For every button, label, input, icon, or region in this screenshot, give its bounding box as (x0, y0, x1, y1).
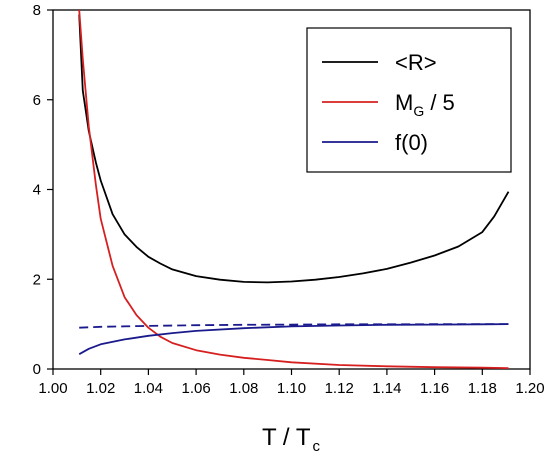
legend-label-1: MG / 5 (395, 90, 455, 119)
series-line-0 (78, 14, 510, 284)
x-tick-label: 1.08 (229, 380, 258, 397)
x-axis-title-main: T / T (262, 424, 311, 451)
y-axis: 0 2 4 6 8 (33, 2, 53, 378)
legend-label-main: M (395, 90, 413, 115)
x-tick-label: 1.20 (515, 380, 544, 397)
legend-box (306, 27, 512, 173)
x-axis: 1.00 1.02 1.04 1.06 1.08 1.10 1.12 1.14 1.16 1.18… (38, 369, 545, 397)
legend-label-2: f(0) (395, 130, 428, 155)
legend-label-0: <R> (395, 50, 437, 75)
y-tick-label: 4 (33, 182, 41, 199)
x-axis-title-sub: c (312, 438, 320, 455)
series-layer (78, 9, 510, 369)
x-tick-label: 1.04 (134, 380, 163, 397)
y-tick-label: 0 (33, 361, 41, 378)
x-tick-label: 1.16 (420, 380, 449, 397)
series-line-2 (78, 323, 509, 355)
y-tick-label: 6 (33, 92, 41, 109)
legend-entries: <R> MG / 5 f(0) (322, 50, 455, 155)
x-tick-label: 1.12 (325, 380, 354, 397)
x-tick-label: 1.14 (372, 380, 401, 397)
x-tick-label: 1.10 (277, 380, 306, 397)
series-line-3 (79, 323, 509, 329)
y-tick-label: 2 (33, 271, 41, 288)
x-tick-label: 1.00 (38, 380, 67, 397)
series-line-1 (78, 9, 509, 369)
x-tick-label: 1.06 (181, 380, 210, 397)
y-tick-label: 8 (33, 2, 41, 19)
legend-label-tail: / 5 (424, 90, 455, 115)
legend-label-main: f(0) (395, 130, 428, 155)
legend-label-sub: G (413, 103, 424, 119)
x-tick-label: 1.02 (86, 380, 115, 397)
legend: <R> MG / 5 f(0) (306, 27, 512, 173)
x-tick-label: 1.18 (468, 380, 497, 397)
legend-label-main: <R> (395, 50, 437, 75)
